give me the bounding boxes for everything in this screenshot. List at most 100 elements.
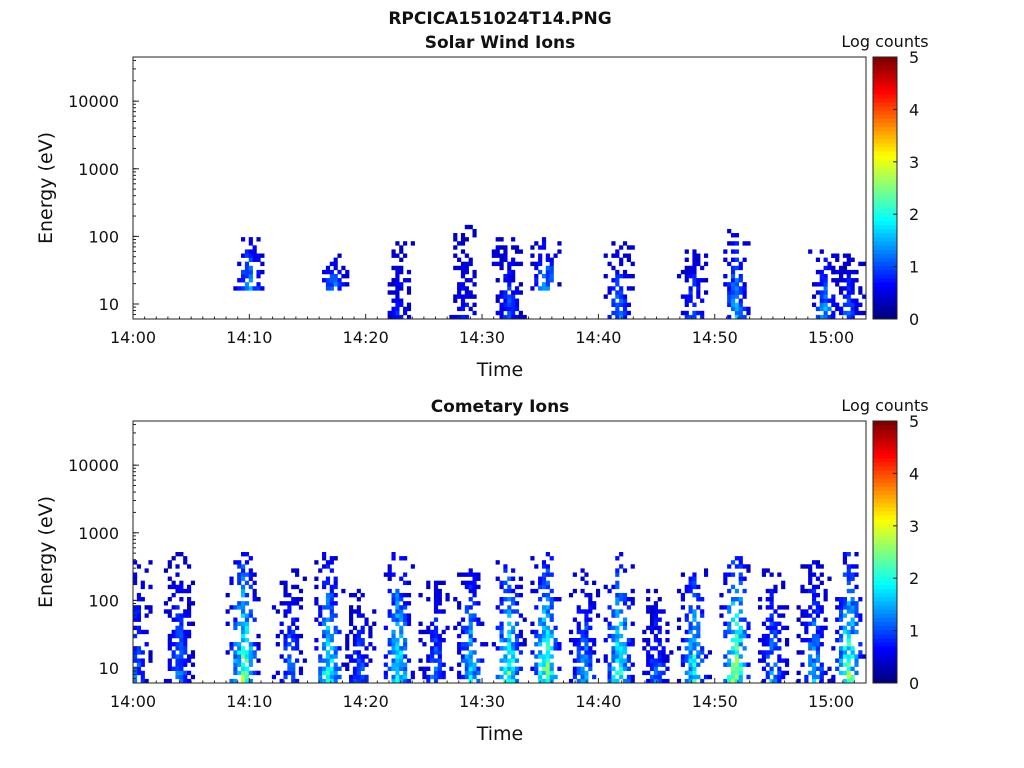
spectrogram-cell	[572, 670, 577, 676]
spectrogram-cell	[507, 294, 512, 299]
spectrogram-cell	[507, 273, 512, 279]
colorbar-swatch	[873, 523, 897, 528]
spectrogram-cell	[329, 617, 334, 622]
spectrogram-cell	[773, 633, 778, 639]
spectrogram-cell	[499, 310, 504, 316]
spectrogram-cell	[507, 576, 512, 581]
colorbar-swatch	[873, 609, 897, 614]
spectrogram-cell	[507, 629, 512, 635]
spectrogram-cell	[225, 592, 230, 598]
spectrogram-cell	[657, 625, 662, 631]
spectrogram-cell	[433, 633, 439, 639]
spectrogram-cell	[545, 257, 550, 262]
spectrogram-cell	[345, 646, 350, 651]
spectrogram-cell	[460, 294, 466, 299]
spectrogram-cell	[607, 286, 612, 291]
spectrogram-cell	[761, 637, 766, 643]
spectrogram-cell	[275, 642, 280, 647]
spectrogram-cell	[499, 633, 504, 639]
spectrogram-cell	[549, 646, 554, 651]
spectrogram-cell	[453, 314, 458, 320]
spectrogram-cell	[545, 637, 550, 643]
spectrogram-cell	[148, 605, 153, 610]
spectrogram-cell	[518, 576, 523, 581]
spectrogram-cell	[352, 625, 358, 631]
spectrogram-cell	[248, 646, 253, 651]
spectrogram-cell	[233, 625, 238, 631]
spectrogram-cell	[503, 306, 508, 312]
spectrogram-cell	[538, 584, 543, 590]
spectrogram-cell	[692, 670, 697, 676]
spectrogram-cell	[433, 605, 439, 610]
spectrogram-cell	[472, 674, 477, 680]
spectrogram-cell	[769, 617, 774, 622]
spectrogram-cell	[661, 662, 666, 667]
spectrogram-cell	[406, 592, 412, 598]
spectrogram-cell	[183, 633, 188, 639]
spectrogram-cell	[545, 572, 550, 577]
spectrogram-cell	[615, 580, 620, 586]
spectrogram-cell	[352, 592, 358, 598]
spectrogram-cell	[499, 265, 504, 271]
spectrogram-cell	[275, 670, 280, 676]
spectrogram-cell	[464, 646, 469, 651]
spectrogram-cell	[545, 613, 550, 618]
spectrogram-cell	[615, 572, 620, 577]
spectrogram-cell	[619, 597, 624, 602]
spectrogram-cell	[850, 601, 855, 606]
spectrogram-cell	[622, 646, 628, 651]
spectrogram-cell	[615, 269, 620, 275]
spectrogram-cell	[472, 273, 477, 279]
spectrogram-cell	[248, 584, 253, 590]
spectrogram-cell	[850, 609, 855, 614]
spectrogram-cell	[649, 646, 655, 651]
colorbar-swatch	[873, 155, 897, 160]
spectrogram-cell	[167, 658, 172, 663]
spectrogram-cell	[287, 592, 292, 598]
spectrogram-cell	[391, 592, 396, 598]
spectrogram-cell	[734, 314, 739, 320]
spectrogram-cell	[688, 642, 693, 647]
spectrogram-cell	[275, 633, 280, 639]
spectrogram-cell	[630, 662, 635, 667]
spectrogram-cell	[175, 572, 180, 577]
spectrogram-cell	[757, 605, 763, 610]
spectrogram-cell	[692, 613, 697, 618]
spectrogram-cell	[179, 670, 184, 676]
spectrogram-cell	[403, 556, 408, 561]
spectrogram-cell	[858, 310, 863, 316]
spectrogram-cell	[399, 282, 404, 287]
spectrogram-cell	[241, 592, 246, 598]
spectrogram-cell	[823, 310, 828, 316]
spectrogram-cell	[406, 658, 412, 663]
spectrogram-cell	[615, 306, 620, 312]
spectrogram-cell	[437, 592, 442, 598]
spectrogram-cell	[395, 282, 400, 287]
spectrogram-cell	[742, 629, 747, 635]
spectrogram-cell	[395, 302, 400, 308]
spectrogram-cell	[387, 282, 392, 287]
spectrogram-cell	[460, 269, 466, 275]
spectrogram-cell	[511, 257, 516, 262]
spectrogram-cell	[584, 658, 589, 663]
spectrogram-cell	[842, 678, 848, 684]
spectrogram-cell	[187, 564, 192, 569]
spectrogram-cell	[391, 306, 396, 312]
colorbar-swatch	[873, 237, 897, 242]
spectrogram-cell	[592, 601, 597, 606]
spectrogram-cell	[349, 617, 354, 622]
spectrogram-cell	[545, 605, 550, 610]
spectrogram-cell	[430, 674, 435, 680]
spectrogram-cell	[183, 662, 188, 667]
colorbar-swatch	[873, 151, 897, 156]
spectrogram-cell	[387, 642, 392, 647]
spectrogram-cell	[688, 625, 693, 631]
spectrogram-cell	[538, 576, 543, 581]
spectrogram-cell	[499, 302, 504, 308]
spectrogram-cell	[730, 241, 736, 246]
spectrogram-cell	[819, 302, 824, 308]
spectrogram-cell	[769, 625, 774, 631]
spectrogram-cell	[622, 678, 628, 684]
spectrogram-cell	[646, 658, 651, 663]
spectrogram-cell	[468, 629, 473, 635]
